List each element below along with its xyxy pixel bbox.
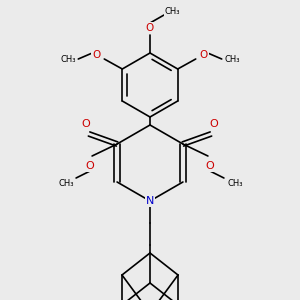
Text: CH₃: CH₃	[227, 178, 243, 188]
Text: O: O	[92, 50, 100, 60]
Text: CH₃: CH₃	[61, 56, 76, 64]
Text: O: O	[209, 119, 218, 129]
Text: CH₃: CH₃	[164, 8, 180, 16]
Text: O: O	[200, 50, 208, 60]
Text: CH₃: CH₃	[225, 56, 241, 64]
Text: O: O	[146, 23, 154, 33]
Text: CH₃: CH₃	[58, 178, 74, 188]
Text: O: O	[206, 161, 214, 171]
Text: O: O	[86, 161, 94, 171]
Text: O: O	[82, 119, 91, 129]
Text: N: N	[146, 196, 154, 206]
